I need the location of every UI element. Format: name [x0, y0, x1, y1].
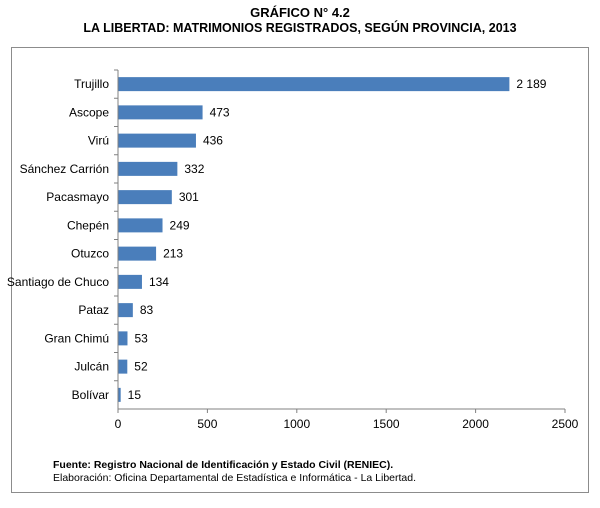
category-label-0: Trujillo — [74, 77, 109, 91]
category-label-5: Chepén — [67, 218, 109, 232]
category-label-6: Otuzco — [71, 247, 109, 261]
figure-number: GRÁFICO N° 4.2 — [250, 5, 350, 20]
bar-11 — [118, 387, 121, 402]
x-tick-label-1: 500 — [197, 417, 217, 431]
bar-8 — [118, 303, 133, 318]
data-label-4: 301 — [179, 190, 199, 204]
category-label-10: Julcán — [74, 360, 109, 374]
data-label-7: 134 — [149, 275, 169, 289]
bar-6 — [118, 246, 157, 261]
bar-1 — [118, 105, 203, 120]
bar-0 — [118, 77, 510, 92]
category-label-3: Sánchez Carrión — [20, 162, 109, 176]
category-label-9: Gran Chimú — [44, 331, 109, 345]
bar-4 — [118, 190, 172, 205]
category-label-4: Pacasmayo — [46, 190, 109, 204]
category-label-7: Santiago de Chuco — [7, 275, 109, 289]
category-label-2: Virú — [88, 134, 109, 148]
data-label-3: 332 — [184, 162, 204, 176]
bar-3 — [118, 161, 178, 176]
chart-title: LA LIBERTAD: MATRIMONIOS REGISTRADOS, SE… — [83, 21, 517, 35]
bar-5 — [118, 218, 163, 233]
data-label-1: 473 — [210, 105, 230, 119]
chart-frame — [11, 47, 589, 493]
elaboration-note: Elaboración: Oficina Departamental de Es… — [53, 472, 417, 484]
x-tick-label-4: 2000 — [462, 417, 489, 431]
bar-10 — [118, 359, 128, 374]
bar-7 — [118, 274, 142, 289]
source-note: Fuente: Registro Nacional de Identificac… — [53, 459, 394, 471]
bar-2 — [118, 133, 196, 148]
data-label-11: 15 — [128, 388, 142, 402]
data-label-8: 83 — [140, 303, 154, 317]
x-tick-label-3: 1500 — [373, 417, 400, 431]
x-tick-label-5: 2500 — [552, 417, 579, 431]
data-label-9: 53 — [134, 331, 148, 345]
data-label-6: 213 — [163, 247, 183, 261]
category-label-11: Bolívar — [72, 388, 109, 402]
data-label-0: 2 189 — [516, 77, 546, 91]
bar-9 — [118, 331, 128, 346]
category-label-1: Ascope — [69, 105, 109, 119]
category-label-8: Pataz — [78, 303, 109, 317]
x-tick-label-2: 1000 — [283, 417, 310, 431]
data-label-5: 249 — [170, 218, 190, 232]
data-label-2: 436 — [203, 134, 223, 148]
data-label-10: 52 — [134, 360, 148, 374]
x-tick-label-0: 0 — [115, 417, 122, 431]
